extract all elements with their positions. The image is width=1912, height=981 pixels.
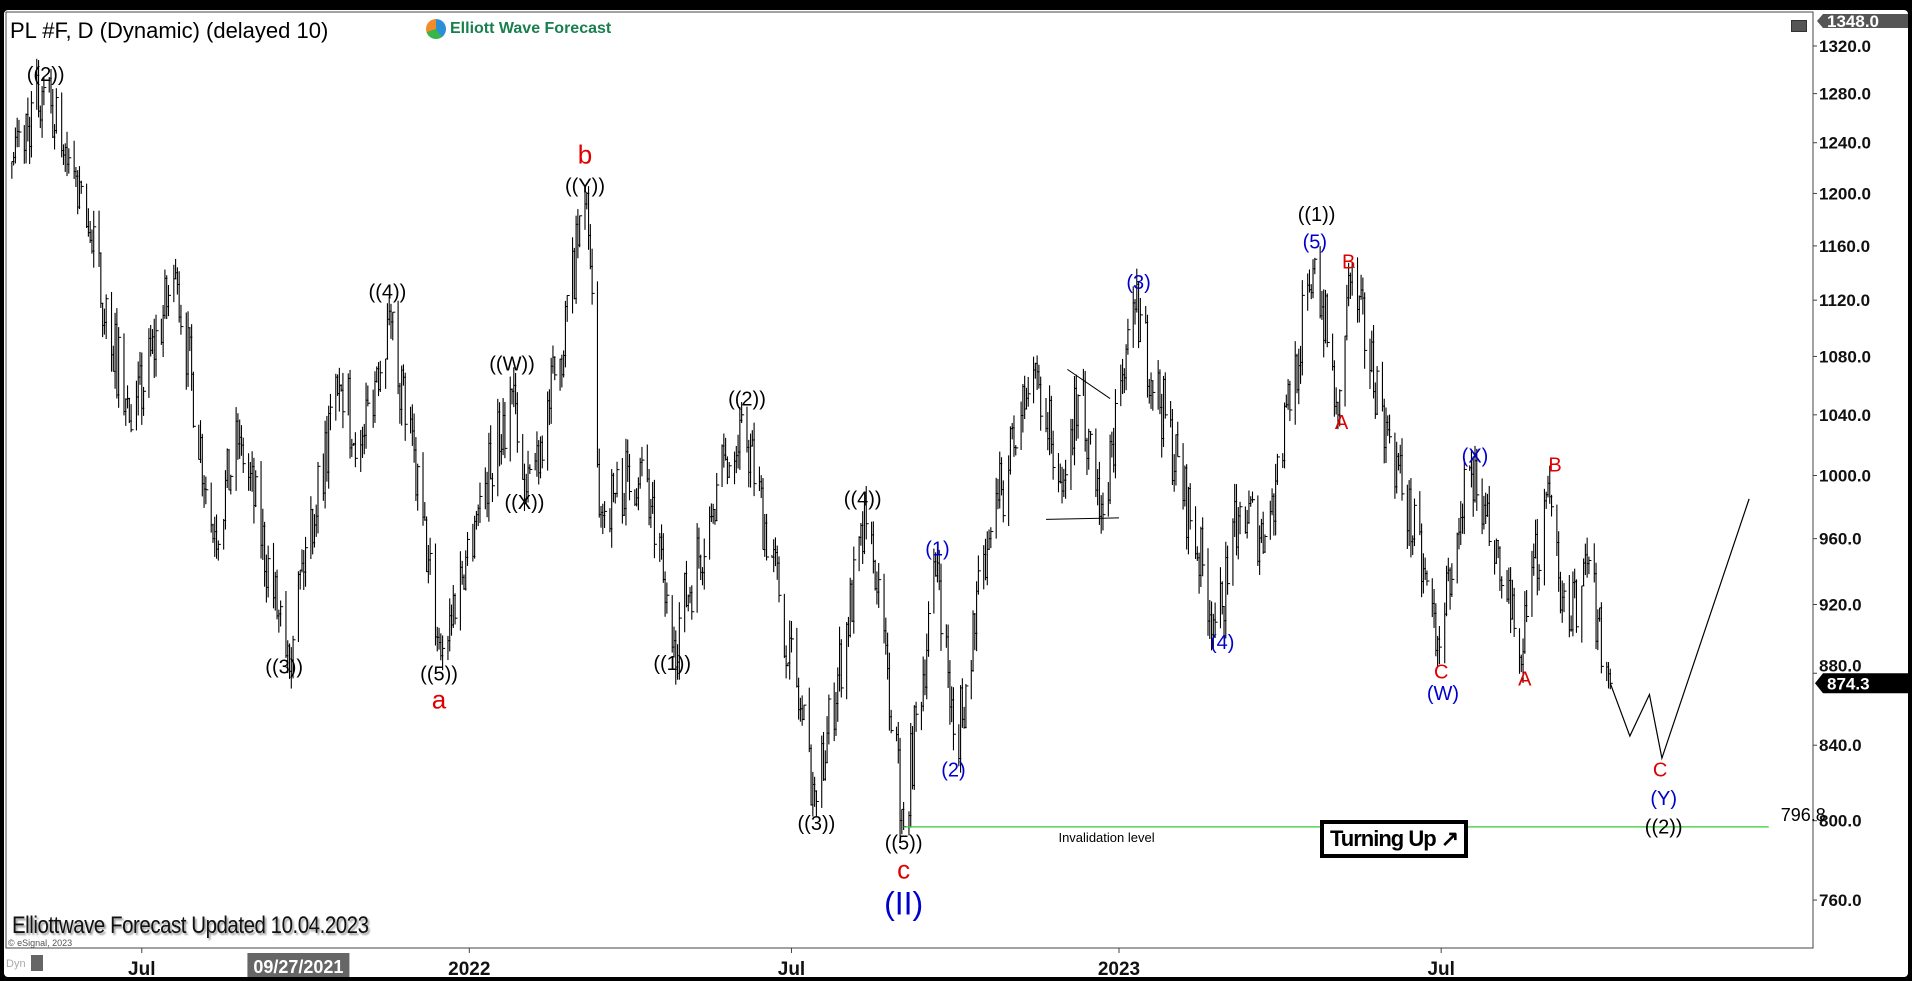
wave-label: A <box>1518 669 1532 691</box>
wave-label: C <box>1653 760 1667 782</box>
x-tick-label: 2022 <box>448 959 490 980</box>
y-tick-label: 1040.0 <box>1819 406 1871 425</box>
lock-icon[interactable] <box>31 955 43 971</box>
wave-label: c <box>897 855 910 885</box>
wave-label: B <box>1548 455 1561 477</box>
dyn-label: Dyn <box>6 958 26 970</box>
wave-label: ((Y)) <box>565 175 605 197</box>
wave-label: ((5)) <box>420 663 458 685</box>
wave-label: (X) <box>1462 445 1489 467</box>
y-tick-label: 1000.0 <box>1819 466 1871 485</box>
projection-path <box>1609 498 1750 761</box>
invalidation-text: Invalidation level <box>1058 830 1154 845</box>
y-tick-label: 960.0 <box>1819 530 1862 549</box>
wave-label: (4) <box>1210 632 1234 654</box>
chart-title: PL #F, D (Dynamic) (delayed 10) <box>10 18 329 43</box>
wave-label: ((3)) <box>798 813 836 835</box>
updated-label: Elliottwave Forecast Updated 10.04.2023 <box>12 912 369 939</box>
y-tick-label: 1240.0 <box>1819 134 1871 153</box>
logo: Elliott Wave Forecast <box>426 19 611 39</box>
copyright: © eSignal, 2023 <box>8 938 73 948</box>
logo-text: Elliott Wave Forecast <box>450 20 612 37</box>
wave-label: (Y) <box>1650 788 1677 810</box>
y-tick-label: 1160.0 <box>1819 237 1870 256</box>
top-price-label: 1348.0 <box>1827 12 1879 31</box>
wave-label: ((4)) <box>369 282 407 304</box>
y-tick-label: 800.0 <box>1819 812 1862 831</box>
plot-area[interactable] <box>5 11 1814 949</box>
wave-label: A <box>1335 412 1349 434</box>
y-tick-label: 1200.0 <box>1819 184 1871 203</box>
y-tick-label: 880.0 <box>1819 656 1862 675</box>
top-price-marker <box>1817 14 1908 28</box>
y-tick-label: 760.0 <box>1819 891 1862 910</box>
wave-label: b <box>578 139 592 169</box>
last-price-marker <box>1815 673 1908 694</box>
wave-label: (1) <box>925 538 949 560</box>
wave-label: C <box>1434 662 1448 684</box>
wave-label: ((1)) <box>1298 204 1336 226</box>
wave-label: ((4)) <box>844 489 882 511</box>
wave-label: (II) <box>884 885 923 921</box>
wave-label: ((W)) <box>489 353 535 375</box>
y-tick-label: 840.0 <box>1819 736 1862 755</box>
wave-label: a <box>432 685 447 715</box>
y-tick-label: 1080.0 <box>1819 347 1871 366</box>
x-tick-label: Jul <box>128 959 155 980</box>
y-tick-label: 1320.0 <box>1819 37 1871 56</box>
wave-label: ((X)) <box>504 492 544 514</box>
wave-label: (3) <box>1126 272 1150 294</box>
x-tick-label: Jul <box>778 959 805 980</box>
x-tick-label: 2023 <box>1098 959 1140 980</box>
triangle-line <box>1046 517 1120 520</box>
wave-label: ((2)) <box>1645 817 1683 839</box>
turning-up-badge: Turning Up ↗ <box>1320 820 1469 858</box>
x-tick-label: Jul <box>1427 959 1454 980</box>
invalidation-price-label: 796.8 <box>1781 805 1826 825</box>
wave-label: ((2)) <box>728 388 766 410</box>
wave-label: (2) <box>941 760 965 782</box>
wave-label: (W) <box>1427 683 1459 705</box>
triangle-line <box>1067 368 1111 399</box>
logo-icon <box>426 19 446 39</box>
y-tick-label: 1120.0 <box>1819 291 1870 310</box>
wave-label: ((3)) <box>265 656 303 678</box>
cursor-date-label: 09/27/2021 <box>253 957 343 977</box>
y-tick-label: 1280.0 <box>1819 85 1871 104</box>
restore-window-icon[interactable] <box>1791 20 1807 32</box>
cursor-date-box <box>247 953 350 977</box>
wave-label: ((2)) <box>27 64 65 86</box>
wave-label: B <box>1342 252 1355 274</box>
last-price-label: 874.3 <box>1827 674 1870 693</box>
wave-label: ((5)) <box>885 832 923 854</box>
wave-label: ((1)) <box>653 653 691 675</box>
wave-label: (5) <box>1303 232 1327 254</box>
y-tick-label: 920.0 <box>1819 595 1862 614</box>
